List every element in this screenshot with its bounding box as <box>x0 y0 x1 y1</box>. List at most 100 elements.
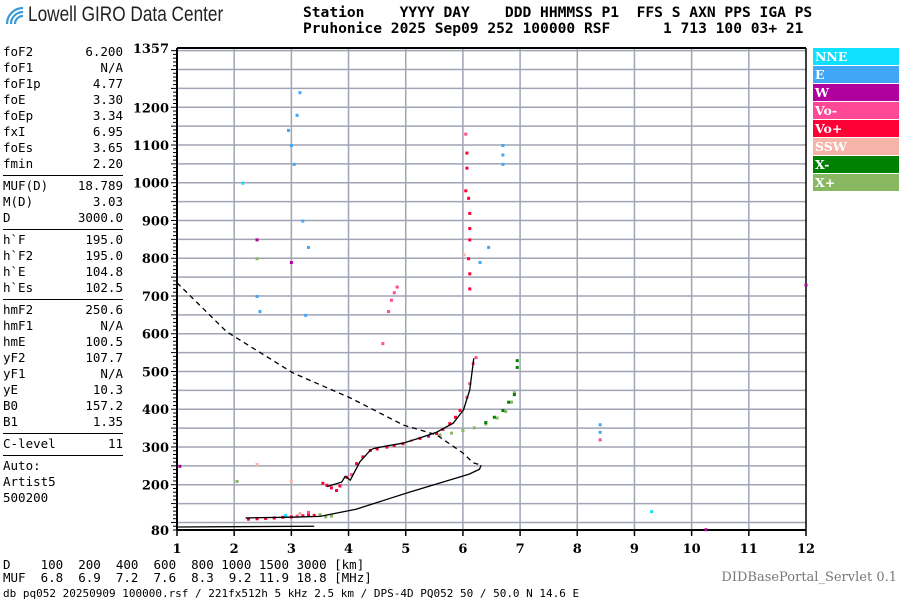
param-row: hmF1 N/A <box>3 318 123 334</box>
x-tick-label: 5 <box>401 542 410 557</box>
param-value: 100.5 <box>85 334 123 349</box>
echo-point <box>255 238 259 242</box>
param-name: foF1 <box>3 60 34 75</box>
auto-line: Auto: <box>3 458 41 473</box>
x-tick-label: 2 <box>230 542 239 557</box>
param-value: 11 <box>107 436 123 451</box>
y-tick-label: 600 <box>142 328 169 343</box>
echo-point <box>395 285 399 289</box>
echo-point <box>467 257 471 261</box>
echo-point <box>385 445 389 449</box>
legend-item-x-: X+ <box>813 174 899 191</box>
echo-point <box>255 257 259 261</box>
echo-point <box>501 162 505 166</box>
param-name: foEp <box>3 108 34 123</box>
param-name: C-level <box>3 436 56 451</box>
echo-point <box>504 410 508 414</box>
param-row: foF1p 4.77 <box>3 76 123 92</box>
echo-point <box>462 253 466 257</box>
legend-item-e: E <box>813 66 899 83</box>
param-row: yF1 N/A <box>3 366 123 382</box>
param-row: hmE 100.5 <box>3 334 123 350</box>
echo-point <box>292 162 296 166</box>
echo-point <box>307 510 311 514</box>
param-name: MUF(D) <box>3 178 49 193</box>
profile-base-line <box>176 525 315 528</box>
echo-point <box>301 219 305 223</box>
echo-point <box>392 444 396 448</box>
param-value: 3.34 <box>92 108 123 123</box>
echo-point <box>312 513 316 517</box>
param-name: B1 <box>3 414 19 429</box>
param-name: fmin <box>3 156 34 171</box>
echo-point <box>289 479 293 483</box>
param-row: yF2 107.7 <box>3 350 123 366</box>
echo-point <box>324 515 328 519</box>
separator <box>3 455 123 456</box>
echo-point <box>448 422 452 426</box>
separator <box>3 175 123 176</box>
station-header: Station YYYY DAY DDD HHMMSS P1 FFS S AXN… <box>303 5 812 37</box>
echo-point <box>492 415 496 419</box>
x-tick-label: 8 <box>573 542 582 557</box>
echo-point <box>464 189 468 193</box>
separator <box>3 433 123 434</box>
echo-point <box>468 272 472 276</box>
param-row: foE 3.30 <box>3 92 123 108</box>
echo-point <box>361 455 365 459</box>
x-tick-label: 4 <box>344 542 353 557</box>
param-name: yE <box>3 382 19 397</box>
param-value: 6.200 <box>85 44 123 59</box>
param-value: 2.20 <box>92 156 123 171</box>
param-name: h`Es <box>3 280 34 295</box>
file-info-footer: db pq052 20250909 100000.rsf / 221fx512h… <box>3 587 580 600</box>
echo-point <box>289 261 293 265</box>
echo-point <box>507 400 511 404</box>
electron-density-profile <box>245 464 482 519</box>
param-row: foEs 3.65 <box>3 140 123 156</box>
echo-point <box>484 421 488 425</box>
echo-point <box>650 510 654 514</box>
x-tick-label: 6 <box>458 542 467 557</box>
echo-point <box>453 415 457 419</box>
y-tick-label: 1200 <box>133 101 169 116</box>
logo: Lowell GIRO Data Center <box>4 3 266 27</box>
param-value: 6.95 <box>92 124 123 139</box>
param-value: 3.03 <box>92 194 123 209</box>
echo-point <box>474 356 478 360</box>
echo-point <box>487 245 491 249</box>
auto-line: Artist5 <box>3 474 56 489</box>
echo-point <box>295 113 299 117</box>
echo-point <box>329 514 333 518</box>
y-tick-label: 500 <box>142 365 169 380</box>
param-name: foF2 <box>3 44 34 59</box>
param-row: yE 10.3 <box>3 382 123 398</box>
param-value: 18.789 <box>77 178 123 193</box>
param-value: 104.8 <box>85 264 123 279</box>
param-row: M(D) 3.03 <box>3 194 123 210</box>
logo-text: Lowell GIRO Data Center <box>28 3 224 26</box>
separator <box>3 299 123 300</box>
servlet-label: DIDBasePortal_Servlet 0.1 <box>721 570 897 585</box>
echo-point <box>468 238 472 242</box>
header-labels: Station YYYY DAY DDD HHMMSS P1 FFS S AXN… <box>303 5 813 21</box>
autoscaling-info: Auto: Artist5 500200 <box>3 458 123 506</box>
param-row: foF1 N/A <box>3 60 123 76</box>
param-name: fxI <box>3 124 26 139</box>
echo-point <box>501 153 505 157</box>
x-tick-label: 10 <box>683 542 701 557</box>
muf-row: MUF 6.8 6.9 7.2 7.6 8.3 9.2 11.9 18.8 [M… <box>3 570 372 585</box>
echo-point <box>338 484 342 488</box>
separator <box>3 229 123 230</box>
echo-point <box>355 462 359 466</box>
param-row: B0 157.2 <box>3 398 123 414</box>
param-row: fmin 2.20 <box>3 156 123 172</box>
param-value: N/A <box>100 366 123 381</box>
param-row: h`F2 195.0 <box>3 248 123 264</box>
legend-item-x-: X- <box>813 156 899 173</box>
signal-arcs-icon <box>5 6 24 25</box>
echo-point <box>246 517 250 521</box>
param-value: 250.6 <box>85 302 123 317</box>
echo-point <box>461 428 465 432</box>
